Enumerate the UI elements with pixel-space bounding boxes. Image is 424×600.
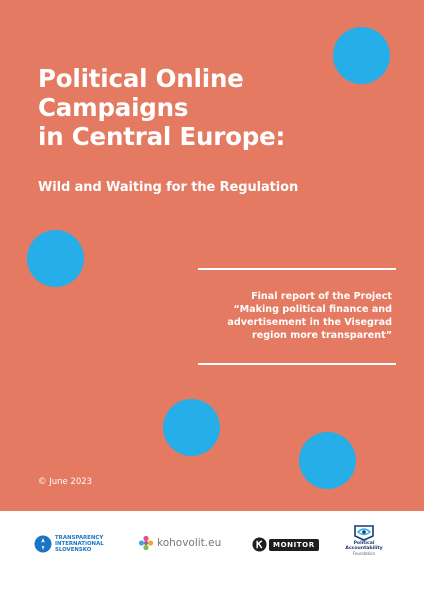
kohovolit-flower-icon (138, 535, 154, 551)
ti-wordmark-line: TRANSPARENCY (55, 535, 104, 541)
title-line: Political Online (38, 64, 244, 93)
political-accountability-foundation-logo: Political Accountability Foundation (344, 524, 384, 556)
project-description-line: “Making political finance and (233, 304, 392, 315)
divider-top (198, 268, 396, 270)
kohovolit-wordmark: kohovolit.eu (157, 537, 222, 549)
publication-date: © June 2023 (38, 477, 93, 487)
cover-page: Political Online Campaigns in Central Eu… (0, 0, 424, 511)
decorative-circle (333, 27, 390, 84)
report-title: Political Online Campaigns in Central Eu… (38, 64, 338, 151)
partner-logos-strip (0, 511, 424, 600)
project-description: Final report of the Project “Making poli… (202, 290, 392, 342)
k-circle-icon (252, 537, 267, 552)
ti-wordmark-line: SLOVENSKO (55, 547, 92, 553)
pa-eye-icon (354, 525, 374, 541)
divider-bottom (198, 363, 396, 365)
decorative-circle (163, 399, 220, 456)
project-description-line: region more transparent” (252, 330, 392, 341)
k-monitor-logo: MONITOR (252, 537, 319, 552)
kohovolit-logo: kohovolit.eu (138, 535, 221, 551)
pa-wordmark-line: Accountability (345, 546, 383, 551)
pa-wordmark: Political Accountability (345, 541, 382, 551)
project-description-line: advertisement in the Visegrad (227, 317, 392, 328)
decorative-circle (299, 432, 356, 489)
title-line: in Central Europe: (38, 122, 286, 151)
ti-wordmark: TRANSPARENCY INTERNATIONAL SLOVENSKO (55, 535, 104, 553)
project-description-line: Final report of the Project (251, 291, 392, 302)
ti-wordmark-line: INTERNATIONAL (55, 541, 104, 547)
decorative-circle (27, 230, 84, 287)
pa-subline: Foundation (352, 551, 376, 556)
ti-globe-icon (34, 535, 52, 553)
transparency-international-logo: TRANSPARENCY INTERNATIONAL SLOVENSKO (34, 535, 104, 553)
report-subtitle: Wild and Waiting for the Regulation (38, 180, 299, 195)
pa-wordmark-line: Political (353, 541, 375, 546)
title-line: Campaigns (38, 93, 189, 122)
k-monitor-wordmark: MONITOR (269, 538, 319, 551)
